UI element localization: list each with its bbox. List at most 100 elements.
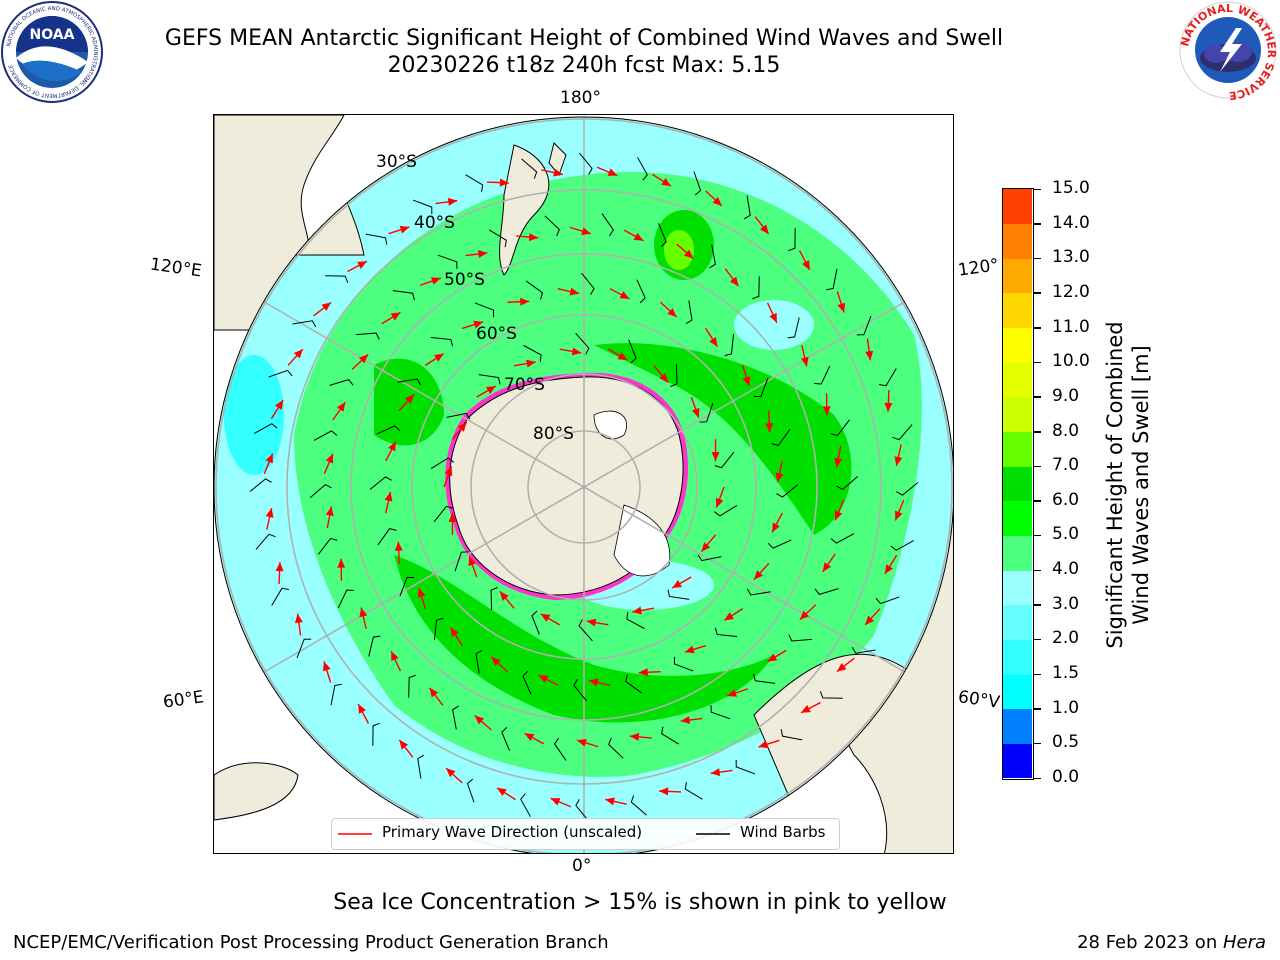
wind-barb [525,280,543,300]
wind-barb [489,229,507,248]
wave-arrow-head [337,558,346,568]
colorbar-tick-mark [1034,708,1041,710]
wave-arrow-head [388,441,396,452]
lon-label-lower-left: 60°E [161,687,206,713]
wind-barb [896,482,919,496]
wind-barb [819,691,843,699]
wind-barb [392,290,415,301]
wave-arrow-head [404,394,415,404]
wave-arrow-head [865,350,874,361]
wind-barb [788,228,796,252]
wind-barb [255,533,276,550]
colorbar-segment [1003,500,1032,536]
colorbar-segment [1003,431,1032,467]
wave-arrow-head [715,497,724,508]
wave-arrow-head [619,291,630,299]
wind-barb [630,795,647,816]
wind-barb [523,344,542,362]
colorbar-segment [1003,674,1032,710]
antarctica [445,372,689,600]
wind-barb [753,673,776,684]
wind-legend-swatch [696,833,730,835]
wave-arrow-head [684,645,695,654]
colorbar-segment [1003,466,1032,502]
wind-barb [836,475,859,490]
wind-barb [578,619,593,642]
wind-barb [892,424,913,441]
wave-arrow-head [799,610,810,620]
wave-arrow-head [450,627,459,637]
wind-barb [365,233,388,245]
wind-barb [699,402,714,423]
wind-barb [636,279,646,304]
colorbar-tick-label: 0.5 [1052,732,1080,753]
lat-label-40s: 40°S [414,213,455,233]
colorbar-segment [1003,708,1032,744]
wind-barb [771,428,791,446]
sea-ice-note: Sea Ice Concentration > 15% is shown in … [333,890,947,915]
colorbar-tick-mark [1034,361,1041,364]
national-weather-service-logo: NATIONAL WEATHER SERVICE [1178,1,1278,102]
wave-field-4-5m-south [394,555,774,723]
colorbar-tick-label: 2.0 [1052,628,1080,649]
wave-arrow-head [729,276,739,287]
wave-arrow-head [528,233,539,242]
wave-arrow-head [865,615,875,625]
wave-arrow-head [607,168,618,176]
polar-map-canvas [214,115,953,853]
noaa-logo-text: NOAA [30,27,75,43]
wind-barb [830,419,850,437]
colorbar-label: Significant Height of Combined Wind Wave… [1102,321,1154,648]
colorbar-tick-mark [1034,188,1041,190]
wave-arrow-head [497,787,507,797]
wind-barb [780,729,803,741]
wind-barb [325,275,349,283]
wind-barb [753,377,769,398]
wind-barb [313,430,338,441]
wind-barb [746,588,771,596]
wave-arrow-head [448,512,457,522]
lat-label-80s: 80°S [533,424,574,444]
wind-barb [446,412,471,420]
wind-barb [856,315,872,336]
colorbar-tick-label: 8.0 [1052,420,1080,441]
colorbar-tick-label: 5.0 [1052,524,1080,545]
wind-barb [601,213,615,237]
wind-barb [658,223,667,247]
wave-direction-arrows [263,166,905,808]
wave-arrow-head [325,506,334,517]
wind-barb [673,656,694,672]
colorbar-segment [1003,223,1032,259]
wave-arrow-head [457,422,467,432]
wind-barb [879,368,897,387]
wave-arrow-head [724,612,734,621]
wave-legend-swatch [338,833,372,835]
wind-barb [626,612,645,630]
colorbar-tick-label: 3.0 [1052,593,1080,614]
wave-arrow-head [322,661,331,672]
footer-date-text: 28 Feb 2023 on [1077,932,1223,953]
wind-barb [309,484,332,499]
wave-arrow-head [553,168,563,177]
wave-arrow-head [895,510,903,521]
wind-barb [433,505,454,523]
wind-barb [368,635,381,657]
wind-barb [376,425,401,435]
wave-arrow-head [581,227,591,235]
wave-arrow-head [293,349,303,359]
wave-arrow-head [474,715,485,725]
wind-barb [397,378,422,386]
wave-arrow-head [711,452,720,462]
footer-host: Hera [1222,932,1266,953]
colorbar-segment [1003,327,1032,363]
wind-barb [271,587,289,606]
wind-barb [573,679,587,702]
noaa-logo: NOAA NATIONAL OCEANIC AND ATMOSPHERIC AD… [1,1,103,103]
wave-arrow-head [274,400,284,410]
wind-barb [465,174,484,192]
colorbar-segment [1003,258,1032,294]
colorbar-tick-label: 0.0 [1052,767,1080,787]
colorbar-label-line1: Significant Height of Combined [1103,321,1127,649]
colorbar [1002,188,1034,780]
wind-barb [767,539,792,549]
